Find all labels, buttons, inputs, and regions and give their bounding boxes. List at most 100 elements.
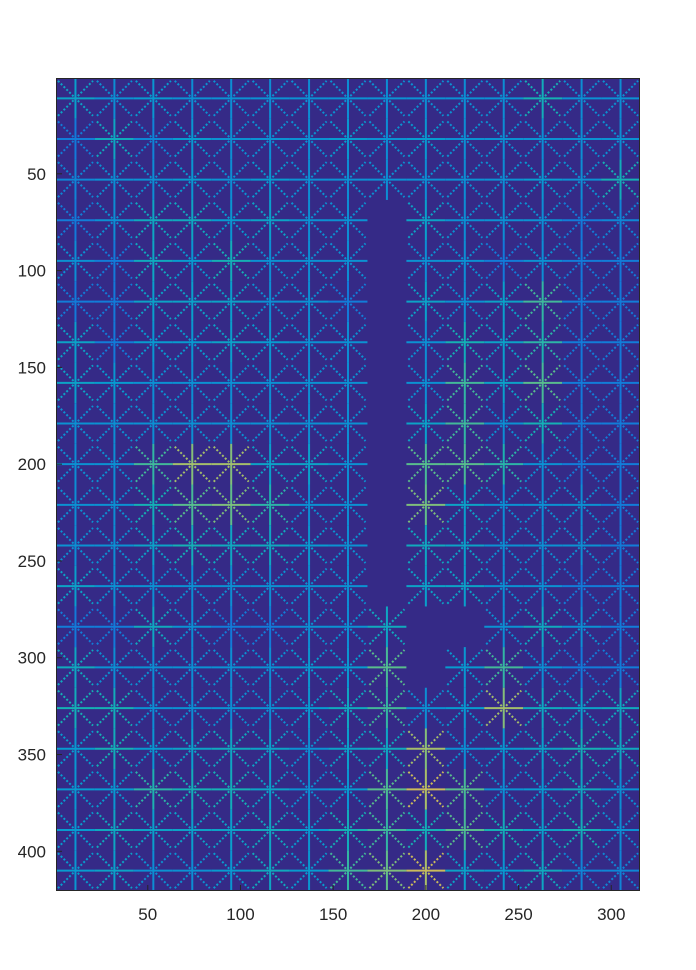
star-diagonal — [329, 811, 367, 849]
star-diagonal — [602, 405, 639, 442]
star-diagonal — [174, 771, 211, 808]
star-diagonal — [212, 730, 250, 767]
star-diagonal — [485, 445, 522, 483]
star-diagonal — [290, 730, 328, 767]
star-diagonal — [251, 649, 289, 686]
star-diagonal — [329, 608, 367, 646]
star-diagonal — [135, 242, 172, 280]
star-diagonal — [446, 811, 484, 849]
star-diagonal — [446, 445, 484, 483]
star-diagonal — [446, 202, 484, 239]
star-diagonal — [485, 852, 522, 889]
star-diagonal — [524, 689, 561, 727]
star-diagonal — [135, 364, 172, 402]
star-diagonal — [329, 405, 367, 442]
star-diagonal — [135, 567, 172, 605]
star-diagonal — [290, 202, 328, 239]
star-diagonal — [602, 730, 639, 767]
y-tick-label: 100 — [18, 262, 46, 281]
star-diagonal — [57, 689, 94, 727]
star-diagonal — [329, 202, 367, 239]
star-diagonal — [290, 323, 328, 361]
star-diagonal — [368, 771, 406, 808]
star-diagonal — [329, 242, 367, 280]
star-diagonal — [407, 730, 445, 767]
star-diagonal — [290, 120, 328, 158]
star-diagonal — [135, 323, 172, 361]
star-diagonal — [96, 567, 133, 605]
star-diagonal — [446, 527, 484, 564]
star-diagonal — [96, 811, 133, 849]
star-diagonal — [407, 120, 445, 158]
star-diagonal — [251, 445, 289, 483]
star-diagonal — [251, 80, 289, 117]
star-diagonal — [212, 567, 250, 605]
star-diagonal — [135, 202, 172, 239]
star-diagonal — [329, 323, 367, 361]
star-diagonal — [485, 689, 522, 727]
x-tick-label: 200 — [412, 905, 440, 924]
star-diagonal — [329, 445, 367, 483]
star-diagonal — [57, 852, 94, 889]
star-diagonal — [329, 120, 367, 158]
star-diagonal — [485, 161, 522, 198]
star-diagonal — [407, 852, 445, 889]
star-diagonal — [212, 527, 250, 564]
star-diagonal — [57, 486, 94, 524]
star-diagonal — [485, 811, 522, 849]
star-diagonal — [407, 283, 445, 320]
star-diagonal — [251, 364, 289, 402]
star-diagonal — [602, 649, 639, 686]
star-diagonal — [290, 242, 328, 280]
star-diagonal — [57, 527, 94, 564]
y-tick-label: 250 — [18, 552, 46, 571]
star-diagonal — [485, 120, 522, 158]
star-diagonal — [602, 608, 639, 646]
star-diagonal — [57, 608, 94, 646]
star-diagonal — [290, 649, 328, 686]
star-diagonal — [329, 527, 367, 564]
star-diagonal — [135, 405, 172, 442]
star-diagonal — [485, 730, 522, 767]
star-diagonal — [290, 852, 328, 889]
y-tick-label: 150 — [18, 358, 46, 377]
star-diagonal — [524, 242, 561, 280]
star-diagonal — [446, 80, 484, 117]
star-diagonal — [251, 242, 289, 280]
star-diagonal — [290, 80, 328, 117]
star-diagonal — [368, 161, 406, 198]
star-diagonal — [563, 486, 600, 524]
star-diagonal — [602, 120, 639, 158]
star-diagonal — [485, 80, 522, 117]
star-diagonal — [212, 202, 250, 239]
star-diagonal — [329, 730, 367, 767]
star-diagonal — [602, 202, 639, 239]
star-diagonal — [485, 527, 522, 564]
star-diagonal — [485, 364, 522, 402]
star-diagonal — [407, 80, 445, 117]
star-diagonal — [174, 283, 211, 320]
star-diagonal — [407, 202, 445, 239]
star-diagonal — [212, 283, 250, 320]
star-diagonal — [174, 649, 211, 686]
star-diagonal — [602, 323, 639, 361]
heatmap-marks — [56, 78, 640, 891]
y-tick-label: 400 — [18, 842, 46, 861]
star-diagonal — [212, 364, 250, 402]
star-diagonal — [57, 120, 94, 158]
star-diagonal — [329, 80, 367, 117]
star-diagonal — [135, 689, 172, 727]
star-diagonal — [290, 364, 328, 402]
star-diagonal — [329, 364, 367, 402]
star-diagonal — [524, 811, 561, 849]
star-diagonal — [407, 567, 445, 605]
star-diagonal — [524, 771, 561, 808]
star-diagonal — [563, 405, 600, 442]
star-diagonal — [135, 811, 172, 849]
star-diagonal — [251, 202, 289, 239]
star-diagonal — [602, 527, 639, 564]
star-diagonal — [57, 405, 94, 442]
star-diagonal — [563, 283, 600, 320]
star-diagonal — [524, 283, 561, 320]
